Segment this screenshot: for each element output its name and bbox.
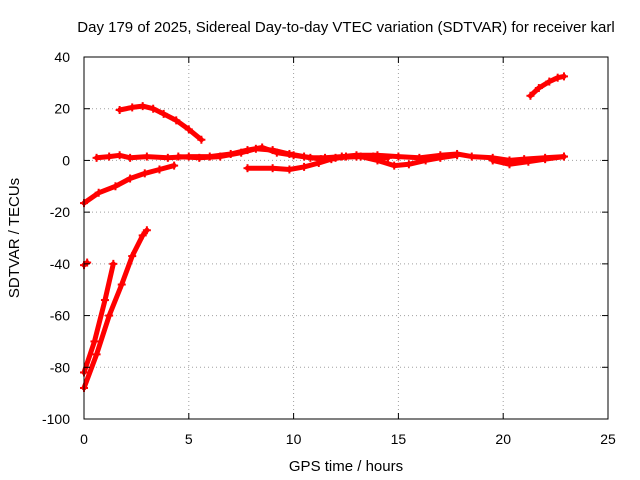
- y-tick-label: 20: [54, 101, 70, 117]
- data-point-marker: [92, 350, 101, 359]
- data-point-marker: [356, 152, 365, 161]
- series-layer: [80, 72, 568, 392]
- data-point-marker: [541, 155, 550, 164]
- data-point-marker: [111, 182, 120, 191]
- data-point-marker: [545, 77, 554, 86]
- data-point-marker: [394, 152, 403, 161]
- data-point-marker: [327, 155, 336, 164]
- data-point-marker: [90, 337, 99, 346]
- data-point-marker: [268, 164, 277, 173]
- data-point-marker: [314, 159, 323, 168]
- x-tick-label: 20: [495, 431, 511, 447]
- data-point-marker: [115, 151, 124, 160]
- data-point-marker: [94, 188, 103, 197]
- data-point-marker: [172, 116, 181, 125]
- x-tick-label: 10: [286, 431, 302, 447]
- data-point-marker: [142, 152, 151, 161]
- x-axis-label: GPS time / hours: [289, 458, 403, 475]
- data-point-marker: [126, 153, 135, 162]
- y-tick-label: 40: [54, 49, 70, 65]
- data-point-marker: [100, 296, 109, 305]
- data-point-marker: [505, 160, 514, 169]
- y-axis-label: SDTVAR / TECUs: [6, 178, 23, 298]
- y-tick-label: -100: [42, 411, 70, 427]
- data-point-marker: [559, 72, 568, 81]
- data-point-marker: [105, 311, 114, 320]
- data-point-marker: [342, 152, 350, 161]
- data-point-marker: [105, 152, 114, 161]
- data-point-marker: [184, 125, 193, 134]
- data-point-marker: [128, 252, 137, 261]
- y-tick-label: -20: [50, 204, 70, 220]
- data-point-marker: [128, 103, 137, 112]
- data-point-marker: [300, 162, 309, 171]
- chart-title: Day 179 of 2025, Sidereal Day-to-day VTE…: [77, 19, 614, 36]
- data-point-marker: [553, 73, 562, 82]
- data-point-marker: [142, 226, 151, 235]
- data-point-marker: [174, 152, 183, 161]
- y-tick-label: -60: [50, 308, 70, 324]
- tick-layer: 0 5 10 15 20 25 -100 -80 -60 -40 -20 0 20 40: [42, 49, 616, 447]
- data-point-marker: [159, 109, 168, 118]
- data-point-marker: [285, 149, 294, 158]
- x-tick-label: 25: [600, 431, 616, 447]
- data-point-marker: [170, 161, 179, 170]
- data-point-marker: [488, 156, 497, 165]
- data-point-marker: [92, 153, 101, 162]
- x-tick-label: 0: [80, 431, 88, 447]
- data-point-marker: [216, 152, 225, 161]
- y-tick-label: 0: [62, 152, 70, 168]
- plot-area-frame: [83, 56, 609, 420]
- x-tick-label: 5: [185, 431, 193, 447]
- data-point-marker: [117, 280, 126, 289]
- data-point-marker: [243, 164, 252, 173]
- data-point-marker: [390, 161, 399, 170]
- data-point-marker: [115, 106, 124, 115]
- data-point-marker: [373, 156, 382, 165]
- data-point-marker: [559, 152, 568, 161]
- data-point-marker: [524, 157, 533, 166]
- data-point-marker: [467, 152, 476, 161]
- y-tick-label: -40: [50, 256, 70, 272]
- data-point-marker: [268, 146, 277, 155]
- data-point-marker: [251, 144, 260, 153]
- data-point-marker: [237, 148, 246, 157]
- data-point-marker: [149, 104, 158, 113]
- data-point-marker: [155, 165, 164, 174]
- x-tick-label: 15: [391, 431, 407, 447]
- data-point-marker: [197, 135, 206, 144]
- data-point-marker: [436, 153, 445, 162]
- data-point-marker: [526, 91, 535, 100]
- data-series-trace: [81, 261, 116, 375]
- y-tick-label: -80: [50, 359, 70, 375]
- data-point-marker: [109, 259, 118, 268]
- data-point-marker: [163, 153, 172, 162]
- data-point-marker: [421, 156, 430, 165]
- data-point-marker: [383, 153, 392, 162]
- data-point-marker: [138, 231, 147, 240]
- data-point-marker: [140, 169, 149, 178]
- data-point-marker: [126, 174, 135, 183]
- data-point-marker: [300, 152, 309, 161]
- data-point-marker: [534, 84, 543, 93]
- data-point-marker: [404, 160, 413, 169]
- data-point-marker: [138, 102, 147, 111]
- data-point-marker: [285, 165, 294, 174]
- data-point-marker: [195, 153, 204, 162]
- data-point-marker: [453, 151, 462, 160]
